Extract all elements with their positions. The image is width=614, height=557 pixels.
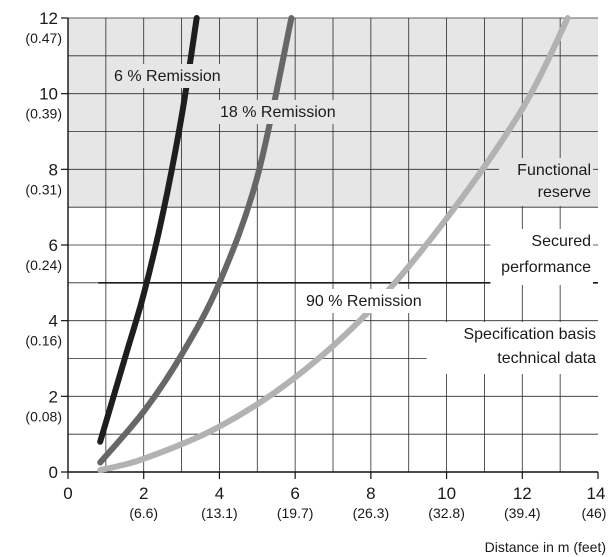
x-tick-label: 4 <box>215 484 224 503</box>
x-tick-label: 8 <box>366 484 375 503</box>
y-tick-label: 6 <box>49 236 58 255</box>
x-tick-sublabel: (46) <box>582 505 607 521</box>
y-tick-sublabel: (0.16) <box>25 333 62 349</box>
annotation-backdrop <box>110 64 230 88</box>
annotation-text: technical data <box>497 350 596 367</box>
x-tick-label: 14 <box>587 484 606 503</box>
annotation-secured: Secured performance <box>490 229 593 285</box>
annotation-text: 90 % Remission <box>306 293 422 310</box>
annotation-text: 6 % Remission <box>114 68 221 85</box>
y-tick-label: 12 <box>39 9 58 28</box>
series-layer <box>97 15 571 474</box>
y-tick-label: 2 <box>49 387 58 406</box>
x-tick-label: 2 <box>139 484 148 503</box>
annotation-backdrop <box>216 100 345 124</box>
annotation-backdrop <box>426 322 598 374</box>
annotation-functional: Functional reserve <box>499 158 593 206</box>
y-tick-label: 0 <box>49 463 58 482</box>
x-tick-sublabel: (39.4) <box>504 505 541 521</box>
y-tick-sublabel: (0.47) <box>25 30 62 46</box>
annotation-text: reserve <box>538 184 591 201</box>
annotation-text: performance <box>501 259 591 276</box>
annotation-spec: Specification basis technical data <box>426 322 598 374</box>
x-tick-sublabel: (19.7) <box>277 505 314 521</box>
axes-layer <box>61 17 599 479</box>
x-tick-sublabel: (32.8) <box>428 505 465 521</box>
annotation-text: Functional <box>517 162 591 179</box>
series-line-6-remission <box>97 15 200 445</box>
y-tick-label: 10 <box>39 85 58 104</box>
annotation-text: 18 % Remission <box>220 104 336 121</box>
x-tick-label: 6 <box>290 484 299 503</box>
y-tick-sublabel: (0.39) <box>25 106 62 122</box>
annotation-backdrop <box>490 229 593 285</box>
x-tick-sublabel: (13.1) <box>201 505 238 521</box>
annotation-text: Specification basis <box>463 326 596 343</box>
x-tick-sublabel: (6.6) <box>129 505 158 521</box>
y-tick-sublabel: (0.31) <box>25 181 62 197</box>
series-line-90-remission <box>97 15 571 474</box>
x-tick-label: 0 <box>63 484 72 503</box>
y-tick-sublabel: (0.24) <box>25 257 62 273</box>
y-tick-label: 4 <box>49 312 58 331</box>
x-tick-label: 12 <box>513 484 532 503</box>
x-tick-sublabel: (26.3) <box>353 505 390 521</box>
annotation-s90: 90 % Remission <box>302 289 431 313</box>
annotation-backdrop <box>499 158 593 206</box>
annotation-layer: 6 % Remission 18 % Remission 90 % Remissio… <box>110 64 598 374</box>
annotation-text: Secured <box>531 233 591 250</box>
x-axis-title: Distance in m (feet) <box>485 539 606 555</box>
annotation-backdrop <box>302 289 431 313</box>
annotation-s18: 18 % Remission <box>216 100 345 124</box>
series-line-18-remission <box>97 15 295 466</box>
y-tick-sublabel: (0.08) <box>25 408 62 424</box>
tick-label-layer: 0 2 (0.08) 4 (0.16) 6 (0.24) 8 (0.31) 10 (0.39) 12 (… <box>25 9 606 521</box>
annotation-s6: 6 % Remission <box>110 64 230 88</box>
x-tick-label: 10 <box>437 484 456 503</box>
y-tick-label: 8 <box>49 160 58 179</box>
